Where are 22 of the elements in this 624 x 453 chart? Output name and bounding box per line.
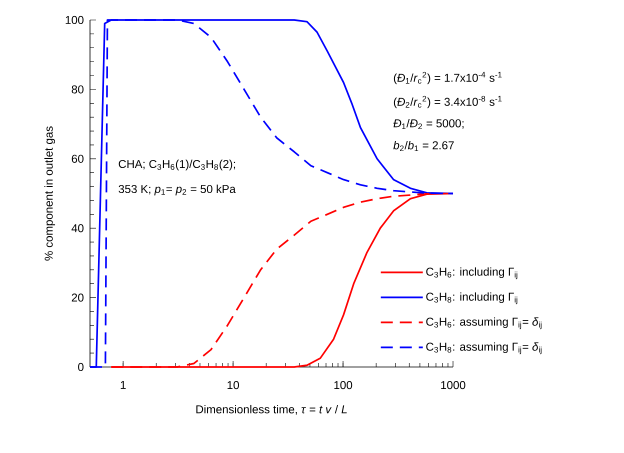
x-tick-label: 1 — [120, 381, 126, 389]
text: CHA; C$_{3}$H$_{6}$(1)/C$_{3}$H$_{8}$(2); — [118, 160, 236, 170]
text: (Đ$_{2}$/r$_{c}$$^{2}$) = 3.4x10$^{-8}$ s$^{-1}$ — [394, 96, 502, 108]
text: (Đ$_{1}$/r$_{c}$$^{2}$) = 1.7x10$^{-4}$ s$^{-1}$ — [394, 72, 502, 84]
y-tick-label: 40 — [72, 224, 84, 232]
text: C$_{3}$H$_{6}$: assuming Γ$_{ij}$= δ$_{ij}$ — [426, 317, 542, 330]
y-tick-label: 20 — [72, 294, 84, 302]
legend-label: C$_{3}$H$_{6}$: including Γ$_{ij}$ — [426, 267, 518, 280]
annotation: 353 K; p$_{1}$= p$_{2}$ = 50 kPa — [118, 184, 236, 196]
y-axis-title: % component in outlet gas — [44, 126, 56, 261]
x-axis-title: Dimensionless time, τ = t v / L — [196, 404, 347, 415]
x-tick-label: 10 — [228, 381, 239, 390]
y-tick-label: 100 — [66, 16, 84, 24]
annotation: b$_{2}$/b$_{1}$ = 2.67 — [393, 140, 454, 152]
y-tick-label: 80 — [72, 85, 84, 94]
legend-label: C$_{3}$H$_{8}$: including Γ$_{ij}$ — [426, 292, 518, 304]
annotation: Đ$_{1}$/Đ$_{2}$ = 5000; — [393, 118, 464, 130]
y-tick-label: 0 — [78, 362, 84, 372]
text: C$_{3}$H$_{8}$: assuming Γ$_{ij}$= δ$_{ij}$ — [426, 342, 542, 354]
y-tick-label: 60 — [72, 154, 84, 163]
x-tick-label: 1000 — [441, 381, 466, 390]
x-tick-label: 100 — [334, 381, 352, 390]
